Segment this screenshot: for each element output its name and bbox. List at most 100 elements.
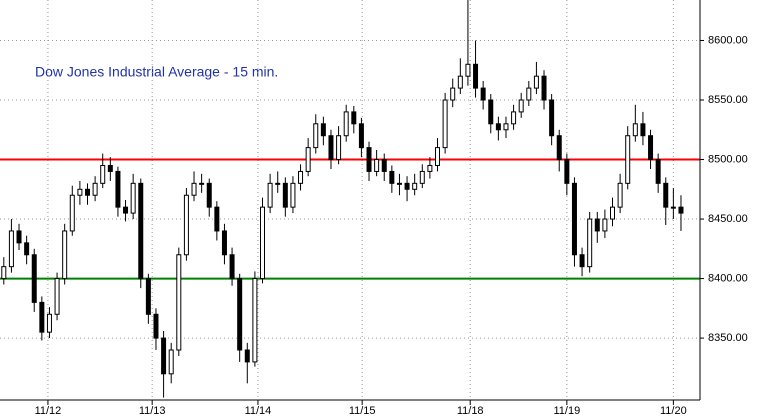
candle-body [503,123,509,131]
candle-body [8,230,14,268]
candle-body [678,206,684,214]
candle-body [625,135,631,184]
candle-body [587,218,593,268]
candle-body [358,123,364,149]
y-tick-label: 8500.00 [708,153,748,165]
y-tick-label: 8450.00 [708,213,748,225]
x-tick-label: 11/12 [35,405,62,417]
candle-body [69,194,75,232]
candle-body [24,242,30,256]
candle-body [488,99,494,125]
candle-body [457,75,463,89]
candle-body [290,182,296,208]
candle-body [465,63,471,77]
y-tick-label: 8350.00 [708,332,748,344]
candle-body [130,182,136,214]
candle-body [579,254,585,268]
candle-body [229,254,235,280]
candle-body [85,188,90,196]
candle-body [511,111,517,125]
candle-body [252,278,258,363]
x-tick-label: 11/13 [139,405,166,417]
candle-body [374,159,380,172]
candle-body [412,182,418,190]
candle-body [648,135,654,161]
candle-body [100,164,106,184]
x-tick-label: 11/14 [245,405,272,417]
candle-body [351,111,357,125]
candle-body [267,182,273,208]
candle-body [244,349,250,363]
y-tick-label: 8550.00 [708,94,748,106]
candle-body [107,164,113,172]
candle-body [237,278,243,351]
candle-body [183,194,189,256]
candle-body [16,230,22,244]
candle-body [518,99,524,113]
candle-body [381,159,387,172]
candle-body [39,301,45,333]
candle-body [617,182,623,208]
candle-body [404,182,410,190]
candle-body [275,182,281,185]
candle-body [214,206,220,232]
candle-body [610,206,615,220]
candle-body [556,135,562,161]
candle-body [670,206,676,209]
candle-body [298,170,304,184]
candle-body [435,147,440,166]
candle-body [62,230,68,280]
candle-body [282,182,288,208]
candle-body [389,170,395,184]
candle-body [221,230,227,256]
x-tick-label: 11/20 [660,405,687,417]
candle-body [442,99,448,149]
candle-body [206,182,212,208]
candle-body [191,182,197,196]
candle-body [31,254,37,303]
candle-body [343,111,349,137]
candle-body [176,254,182,351]
candle-body [320,123,326,137]
candle-body [549,99,555,137]
candle-body [145,278,151,315]
candle-body [427,164,433,172]
candle-body [663,182,669,208]
candle-body [450,87,456,101]
candle-body [328,135,334,161]
y-tick-label: 8600.00 [708,34,748,46]
candle-body [396,182,402,185]
candle-body [92,182,98,196]
y-tick-label: 8400.00 [708,272,748,284]
candle-body [199,182,205,185]
candle-body [541,75,547,101]
candle-body [1,266,7,280]
candle-body [526,87,532,101]
candle-body [480,87,486,101]
candle-body [313,123,319,149]
candle-body [366,147,372,172]
chart-title: Dow Jones Industrial Average - 15 min. [35,64,278,80]
candle-body [602,218,608,232]
candle-body [161,337,167,375]
candle-body [260,206,265,280]
candle-body [564,159,570,184]
candle-body [632,123,638,137]
candle-body [46,313,52,333]
candle-body [305,147,311,172]
candle-body [77,188,83,196]
candle-body [115,170,121,208]
candle-body [655,159,661,184]
candle-body [640,123,646,137]
candle-body [336,135,342,161]
candle-body [571,182,577,256]
candle-body [419,170,425,184]
candle-body [533,75,539,89]
x-tick-label: 11/19 [553,405,580,417]
candle-body [473,63,479,89]
candle-body [153,313,159,339]
candle-body [495,123,501,131]
candle-body [168,349,174,375]
x-tick-label: 11/18 [457,405,484,417]
